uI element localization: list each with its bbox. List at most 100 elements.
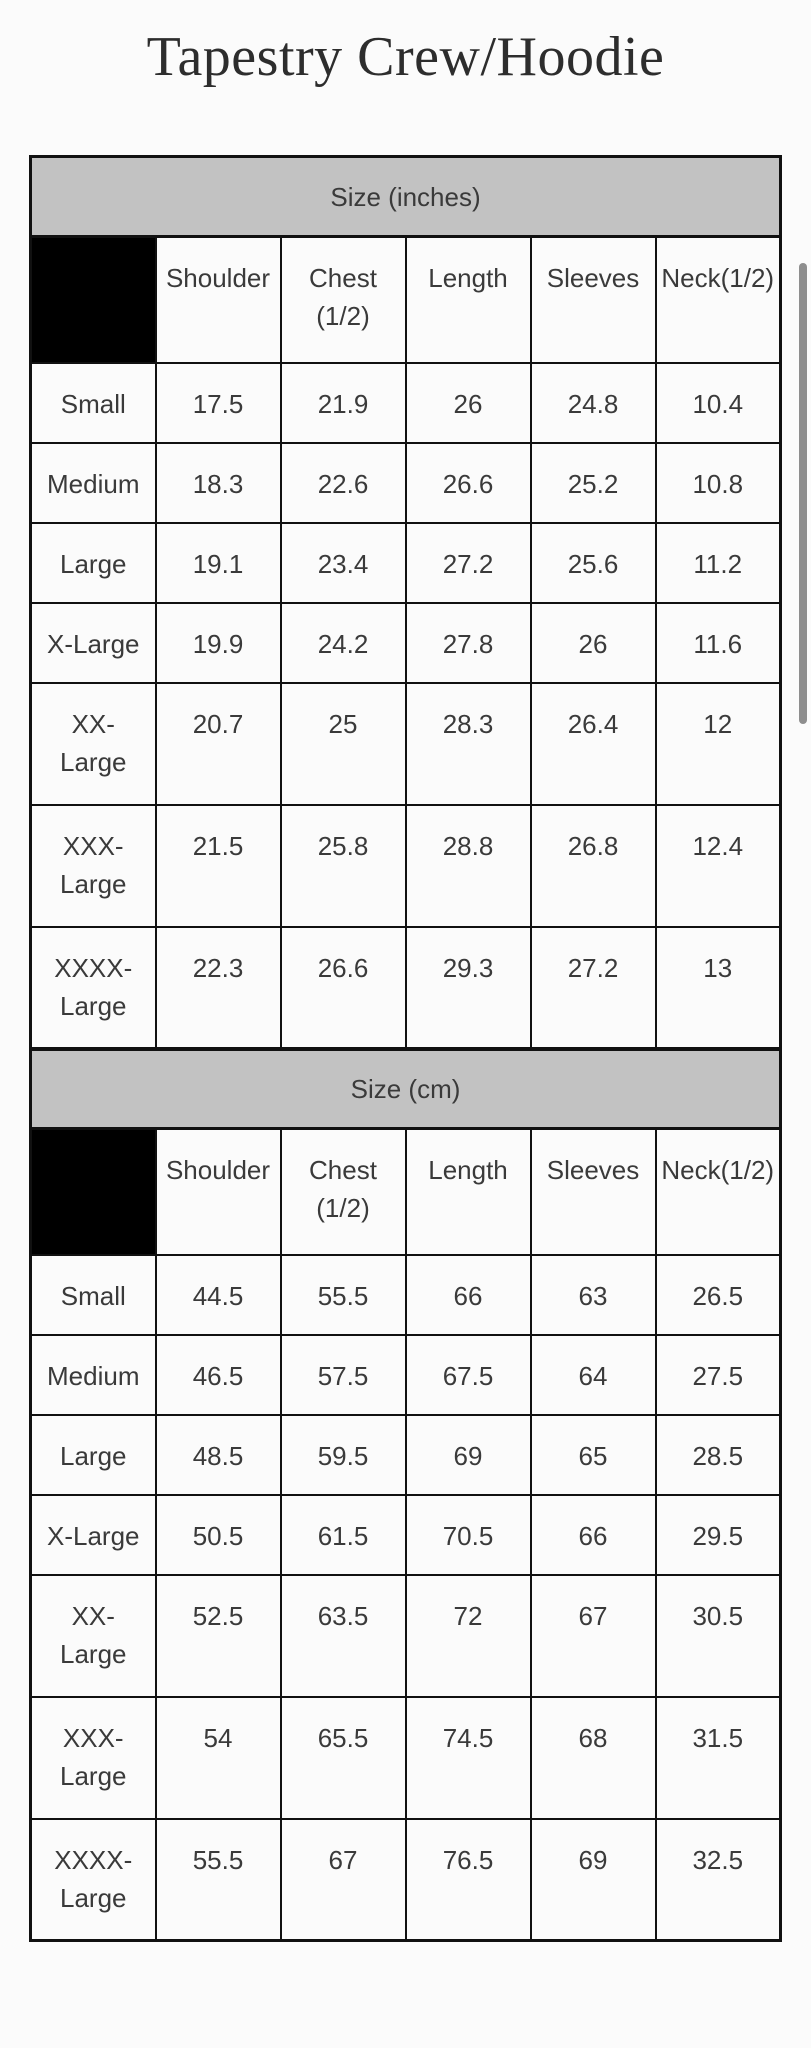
value-cell: 25.6 [529, 521, 657, 604]
size-label-cell: Medium [29, 1333, 157, 1416]
value-cell: 64 [529, 1333, 657, 1416]
table-row-xxxlarge-cm: XXX- Large 54 65.5 74.5 68 31.5 [29, 1695, 782, 1820]
column-header-chest: Chest (1/2) [279, 1127, 407, 1256]
table-row-xxxxlarge-cm: XXXX- Large 55.5 67 76.5 69 32.5 [29, 1817, 782, 1942]
column-header-length: Length [404, 1127, 532, 1256]
table-row-medium-cm: Medium 46.5 57.5 67.5 64 27.5 [29, 1333, 782, 1416]
section-title-cm: Size (cm) [29, 1046, 782, 1130]
column-header-shoulder: Shoulder [154, 235, 282, 364]
size-label-cell: XX- Large [29, 1573, 157, 1698]
value-cell: 19.1 [154, 521, 282, 604]
value-cell: 66 [404, 1253, 532, 1336]
value-cell: 26.8 [529, 803, 657, 928]
value-cell: 50.5 [154, 1493, 282, 1576]
value-cell: 29.5 [654, 1493, 782, 1576]
value-cell: 70.5 [404, 1493, 532, 1576]
value-cell: 20.7 [154, 681, 282, 806]
value-cell: 25.8 [279, 803, 407, 928]
value-cell: 44.5 [154, 1253, 282, 1336]
value-cell: 21.5 [154, 803, 282, 928]
value-cell: 25.2 [529, 441, 657, 524]
column-header-sleeves: Sleeves [529, 1127, 657, 1256]
value-cell: 65 [529, 1413, 657, 1496]
value-cell: 26.6 [279, 925, 407, 1050]
table-row-large-inches: Large 19.1 23.4 27.2 25.6 11.2 [29, 521, 782, 604]
size-label-cell: X-Large [29, 1493, 157, 1576]
size-label-cell: X-Large [29, 601, 157, 684]
value-cell: 30.5 [654, 1573, 782, 1698]
value-cell: 25 [279, 681, 407, 806]
value-cell: 46.5 [154, 1333, 282, 1416]
table-row-xlarge-cm: X-Large 50.5 61.5 70.5 66 29.5 [29, 1493, 782, 1576]
column-header-row-inches: Shoulder Chest (1/2) Length Sleeves Neck… [29, 235, 782, 364]
value-cell: 57.5 [279, 1333, 407, 1416]
value-cell: 48.5 [154, 1413, 282, 1496]
value-cell: 55.5 [154, 1817, 282, 1942]
table-row-small-inches: Small 17.5 21.9 26 24.8 10.4 [29, 361, 782, 444]
value-cell: 61.5 [279, 1493, 407, 1576]
size-label-cell: Small [29, 361, 157, 444]
column-header-chest: Chest (1/2) [279, 235, 407, 364]
value-cell: 26.6 [404, 441, 532, 524]
section-band-row-inches: Size (inches) [29, 155, 782, 238]
table-row-small-cm: Small 44.5 55.5 66 63 26.5 [29, 1253, 782, 1336]
value-cell: 72 [404, 1573, 532, 1698]
value-cell: 11.6 [654, 601, 782, 684]
value-cell: 12 [654, 681, 782, 806]
value-cell: 63.5 [279, 1573, 407, 1698]
value-cell: 12.4 [654, 803, 782, 928]
value-cell: 67.5 [404, 1333, 532, 1416]
value-cell: 28.5 [654, 1413, 782, 1496]
value-cell: 67 [529, 1573, 657, 1698]
size-label-cell: XXX- Large [29, 1695, 157, 1820]
size-label-cell: XX- Large [29, 681, 157, 806]
value-cell: 74.5 [404, 1695, 532, 1820]
value-cell: 32.5 [654, 1817, 782, 1942]
value-cell: 10.4 [654, 361, 782, 444]
column-header-sleeves: Sleeves [529, 235, 657, 364]
column-header-row-cm: Shoulder Chest (1/2) Length Sleeves Neck… [29, 1127, 782, 1256]
column-header-neck: Neck(1/2) [654, 1127, 782, 1256]
size-label-cell: Large [29, 1413, 157, 1496]
value-cell: 52.5 [154, 1573, 282, 1698]
table-row-xlarge-inches: X-Large 19.9 24.2 27.8 26 11.6 [29, 601, 782, 684]
value-cell: 10.8 [654, 441, 782, 524]
value-cell: 54 [154, 1695, 282, 1820]
size-label-cell: XXX- Large [29, 803, 157, 928]
value-cell: 23.4 [279, 521, 407, 604]
value-cell: 65.5 [279, 1695, 407, 1820]
corner-cell-inches [29, 235, 157, 364]
value-cell: 24.2 [279, 601, 407, 684]
value-cell: 27.2 [404, 521, 532, 604]
value-cell: 22.3 [154, 925, 282, 1050]
value-cell: 26 [404, 361, 532, 444]
page-title: Tapestry Crew/Hoodie [146, 26, 665, 88]
value-cell: 27.2 [529, 925, 657, 1050]
size-chart-table: Size (inches) Shoulder Chest (1/2) Lengt… [29, 155, 782, 1942]
column-header-shoulder: Shoulder [154, 1127, 282, 1256]
value-cell: 26.4 [529, 681, 657, 806]
value-cell: 55.5 [279, 1253, 407, 1336]
value-cell: 68 [529, 1695, 657, 1820]
size-label-cell: XXXX- Large [29, 925, 157, 1050]
value-cell: 67 [279, 1817, 407, 1942]
value-cell: 27.5 [654, 1333, 782, 1416]
value-cell: 29.3 [404, 925, 532, 1050]
size-label-cell: Medium [29, 441, 157, 524]
table-row-xxxxlarge-inches: XXXX- Large 22.3 26.6 29.3 27.2 13 [29, 925, 782, 1050]
value-cell: 13 [654, 925, 782, 1050]
corner-cell-cm [29, 1127, 157, 1256]
size-label-cell: XXXX- Large [29, 1817, 157, 1942]
scrollbar-thumb[interactable] [799, 263, 807, 724]
value-cell: 22.6 [279, 441, 407, 524]
value-cell: 24.8 [529, 361, 657, 444]
value-cell: 66 [529, 1493, 657, 1576]
value-cell: 19.9 [154, 601, 282, 684]
value-cell: 28.8 [404, 803, 532, 928]
section-title-inches: Size (inches) [29, 155, 782, 238]
value-cell: 21.9 [279, 361, 407, 444]
value-cell: 11.2 [654, 521, 782, 604]
column-header-length: Length [404, 235, 532, 364]
value-cell: 69 [404, 1413, 532, 1496]
table-row-xxxlarge-inches: XXX- Large 21.5 25.8 28.8 26.8 12.4 [29, 803, 782, 928]
